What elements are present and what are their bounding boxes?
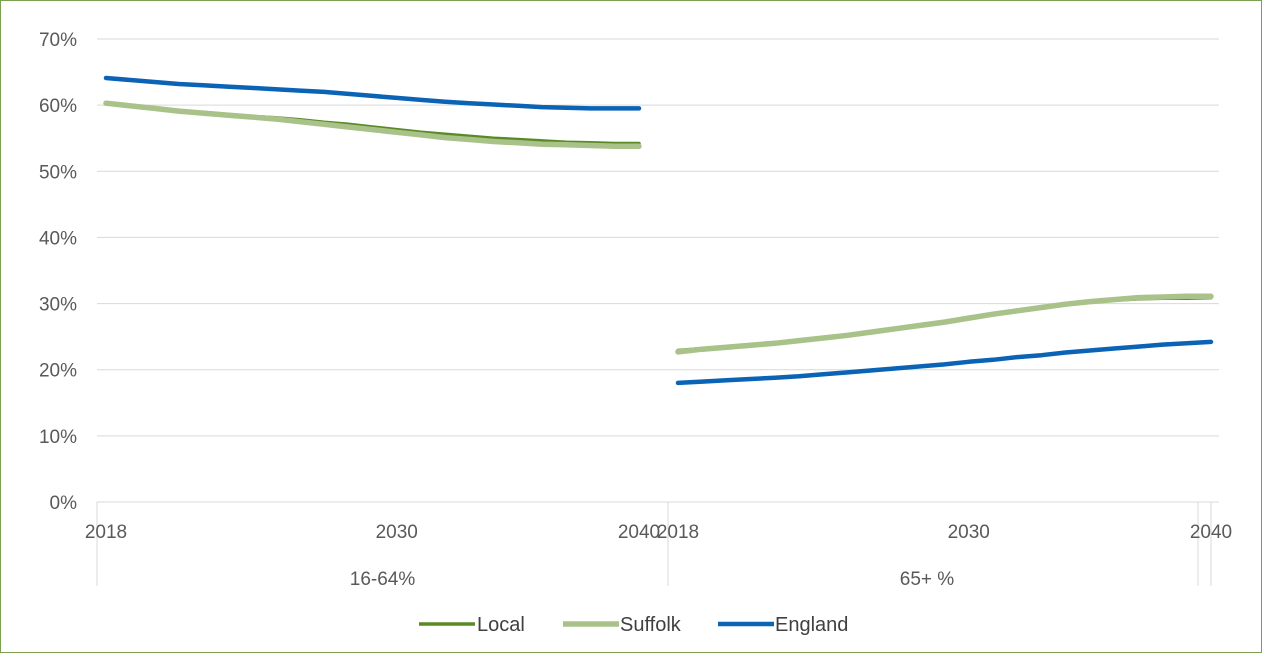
y-tick-label: 40% — [39, 228, 77, 249]
x-tick-label: 2040 — [1190, 522, 1232, 543]
x-group-label: 65+ % — [900, 569, 955, 590]
x-group-label: 16-64% — [350, 569, 416, 590]
y-tick-label: 60% — [39, 96, 77, 117]
legend-label-england: England — [775, 614, 848, 636]
x-tick-label: 2030 — [376, 522, 418, 543]
y-tick-label: 20% — [39, 361, 77, 382]
series-line-suffolk — [103, 100, 642, 149]
y-tick-label: 50% — [39, 162, 77, 183]
x-tick-label: 2018 — [85, 522, 127, 543]
y-tick-label: 70% — [39, 30, 77, 51]
legend-label-suffolk: Suffolk — [620, 614, 682, 636]
series-line-england — [675, 339, 1214, 386]
series-line-england — [103, 75, 642, 111]
x-tick-label: 2030 — [948, 522, 990, 543]
series-line-suffolk — [675, 293, 1214, 355]
legend-label-local: Local — [477, 614, 525, 636]
x-tick-label: 2040 — [618, 522, 660, 543]
y-tick-label: 0% — [50, 493, 78, 514]
y-tick-label: 10% — [39, 427, 77, 448]
x-tick-label: 2018 — [657, 522, 699, 543]
y-tick-label: 30% — [39, 295, 77, 316]
